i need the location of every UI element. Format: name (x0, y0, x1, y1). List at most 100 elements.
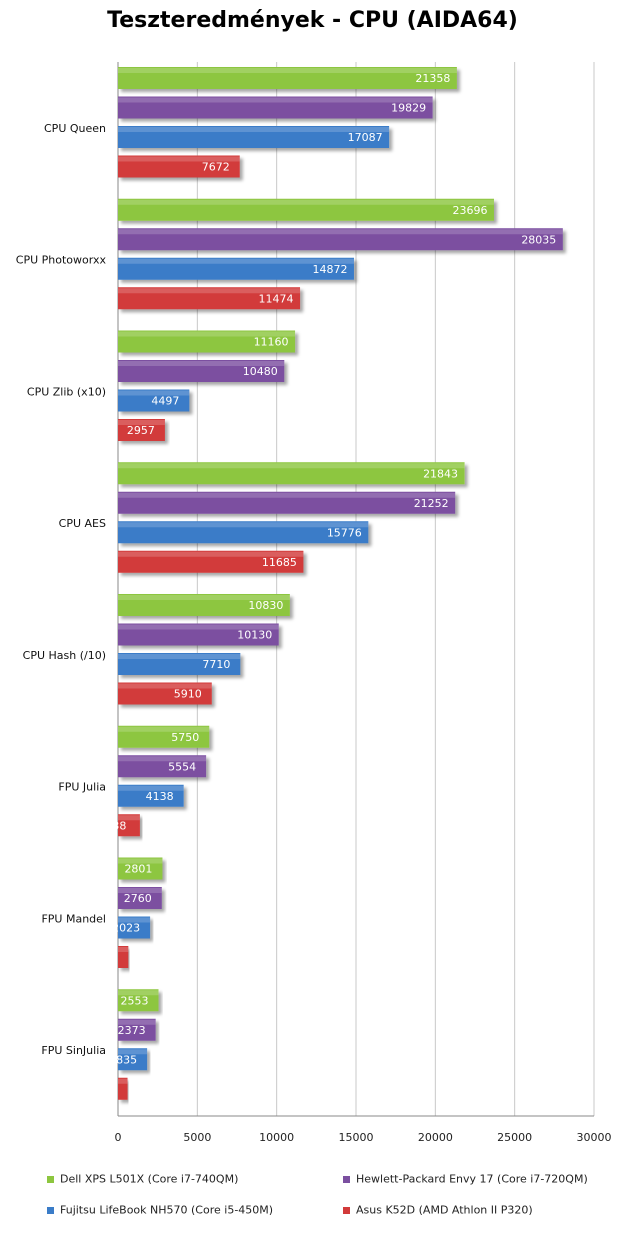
bar (118, 96, 433, 119)
data-label: 6 (101, 951, 108, 964)
bar-highlight (118, 97, 433, 103)
data-label: 4497 (151, 395, 179, 408)
data-label: 11474 (259, 292, 294, 305)
bar (118, 653, 241, 675)
bar (118, 887, 162, 909)
data-label: 10830 (248, 599, 283, 612)
bar (118, 521, 369, 544)
x-tick-label: 20000 (418, 1131, 453, 1144)
bar-highlight (118, 420, 165, 425)
bar (118, 857, 163, 880)
data-label: 138 (105, 819, 126, 832)
data-label: 21252 (414, 497, 449, 510)
bar-highlight (118, 683, 212, 689)
bar-highlight (118, 199, 494, 205)
bar (118, 784, 184, 807)
x-tick-label: 10000 (259, 1131, 294, 1144)
category-label: FPU Mandel (41, 912, 106, 925)
bar (118, 389, 190, 412)
bar (118, 682, 212, 705)
bar-highlight (118, 258, 354, 264)
bar-highlight (118, 1078, 128, 1084)
bar-highlight (118, 390, 190, 396)
data-label: 2760 (124, 892, 152, 905)
bar (118, 1048, 148, 1071)
bar-highlight (118, 361, 285, 366)
bar-highlight (118, 1019, 156, 1025)
bar (118, 623, 279, 646)
bar (118, 360, 285, 382)
bar-highlight (118, 756, 207, 762)
bar-highlight (118, 492, 456, 498)
data-label: 11685 (262, 556, 297, 569)
category-label: CPU Zlib (x10) (27, 385, 106, 398)
data-label: 10480 (243, 365, 278, 378)
x-axis-ticks: 0 5000 10000 15000 20000 25000 30000 (115, 1131, 612, 1144)
bar-highlight (118, 288, 301, 294)
data-label: 6 (100, 1083, 107, 1096)
bar (118, 916, 151, 939)
bar-highlight (118, 785, 184, 791)
data-label: 7672 (202, 161, 230, 174)
data-label: 19829 (391, 102, 426, 115)
bar-highlight (118, 726, 210, 732)
category-label: CPU Queen (44, 122, 106, 135)
category-label: CPU Hash (/10) (23, 649, 106, 662)
category-label: CPU AES (59, 517, 106, 530)
bar (118, 946, 129, 968)
data-label: 17087 (348, 131, 383, 144)
data-label: 21358 (415, 72, 450, 85)
data-label: 11160 (254, 336, 289, 349)
bar (118, 1077, 128, 1100)
data-label: 5554 (168, 760, 196, 773)
data-label: 2801 (124, 863, 152, 876)
data-label: 15776 (327, 526, 362, 539)
data-label: 7710 (202, 658, 230, 671)
bar-highlight (118, 551, 304, 557)
bar-highlight (118, 156, 240, 162)
data-label: 2023 (112, 922, 140, 935)
data-label: 2373 (118, 1024, 146, 1037)
data-label: 5910 (174, 688, 202, 701)
chart-title: Teszteredmények - CPU (AIDA64) (107, 8, 518, 33)
bars: 21358 19829 17087 7672 23696 28035 14872 11474 1… (100, 67, 563, 1100)
bar (118, 814, 140, 837)
x-tick-label: 0 (115, 1131, 122, 1144)
bar-highlight (118, 1049, 148, 1055)
bar-highlight (118, 127, 390, 132)
bar-highlight (118, 990, 159, 996)
bar (118, 491, 456, 514)
bar (118, 287, 301, 310)
category-label: FPU SinJulia (41, 1044, 106, 1057)
bar-highlight (118, 229, 563, 235)
bar (118, 550, 304, 573)
bar (118, 126, 390, 148)
bar (118, 755, 207, 778)
bar (118, 330, 296, 353)
x-tick-label: 15000 (339, 1131, 374, 1144)
data-label: 23696 (452, 204, 487, 217)
data-label: 14872 (312, 263, 347, 276)
bar-highlight (118, 858, 163, 864)
bar-highlight (118, 917, 151, 923)
bar (118, 67, 457, 89)
bar-highlight (118, 463, 465, 469)
bar (118, 725, 210, 748)
data-label: 2957 (127, 424, 155, 437)
bar-highlight (118, 947, 129, 952)
data-label: 5750 (171, 731, 199, 744)
bar (118, 1018, 156, 1041)
bar-highlight (118, 888, 162, 893)
category-label: CPU Photoworxx (16, 254, 107, 267)
bar-highlight (118, 595, 290, 600)
x-tick-label: 25000 (497, 1131, 532, 1144)
bar-highlight (118, 654, 241, 659)
data-label: 2553 (121, 994, 149, 1007)
data-label: 10130 (237, 629, 272, 642)
bar (118, 155, 240, 178)
bar-highlight (118, 331, 296, 337)
data-label: 28035 (521, 233, 556, 246)
bar (118, 419, 165, 441)
bar (118, 198, 494, 221)
